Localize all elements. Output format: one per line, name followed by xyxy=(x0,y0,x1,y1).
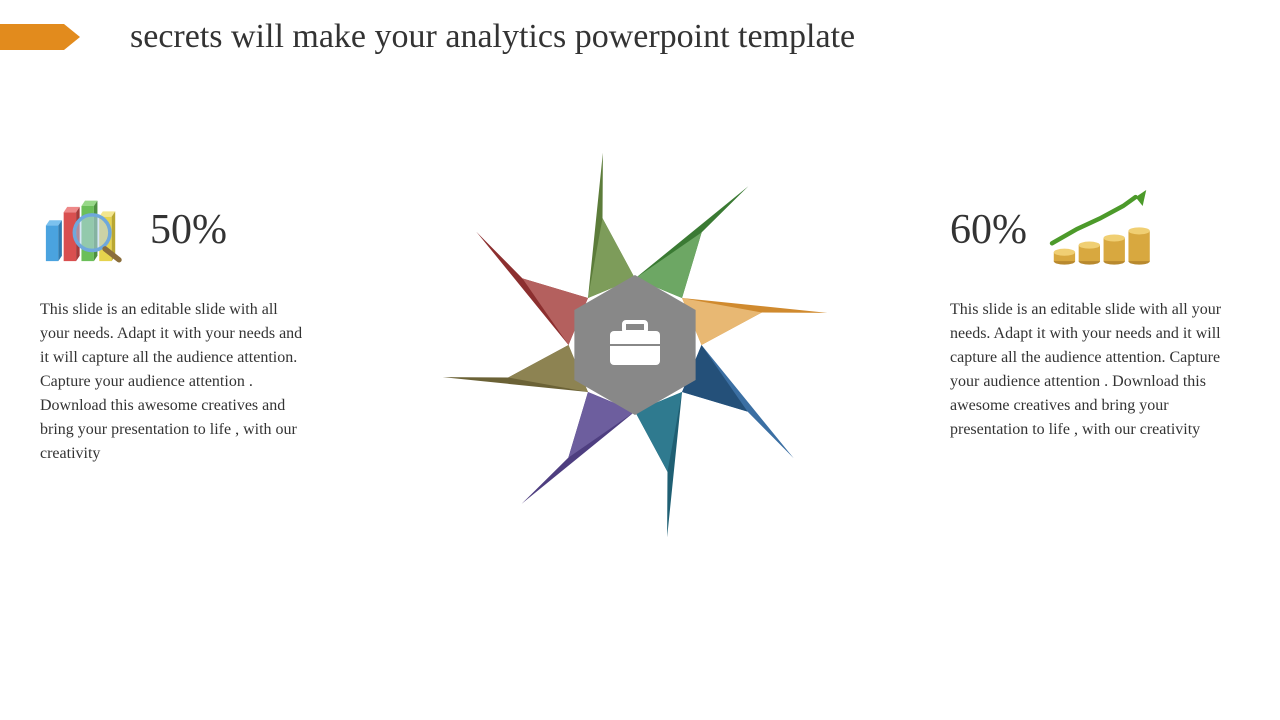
left-percent: 50% xyxy=(150,206,227,254)
right-percent: 60% xyxy=(950,206,1027,254)
bar-chart-icon xyxy=(40,190,130,270)
coins-growth-icon xyxy=(1045,190,1155,270)
page-title: secrets will make your analytics powerpo… xyxy=(130,18,855,56)
title-arrow-icon xyxy=(0,24,80,50)
right-body-text: This slide is an editable slide with all… xyxy=(950,298,1240,442)
pinwheel-graphic xyxy=(420,130,850,560)
left-stat-block: 50% This slide is an editable slide with… xyxy=(40,190,310,466)
left-body-text: This slide is an editable slide with all… xyxy=(40,298,310,466)
right-stat-block: 60% xyxy=(950,190,1240,442)
